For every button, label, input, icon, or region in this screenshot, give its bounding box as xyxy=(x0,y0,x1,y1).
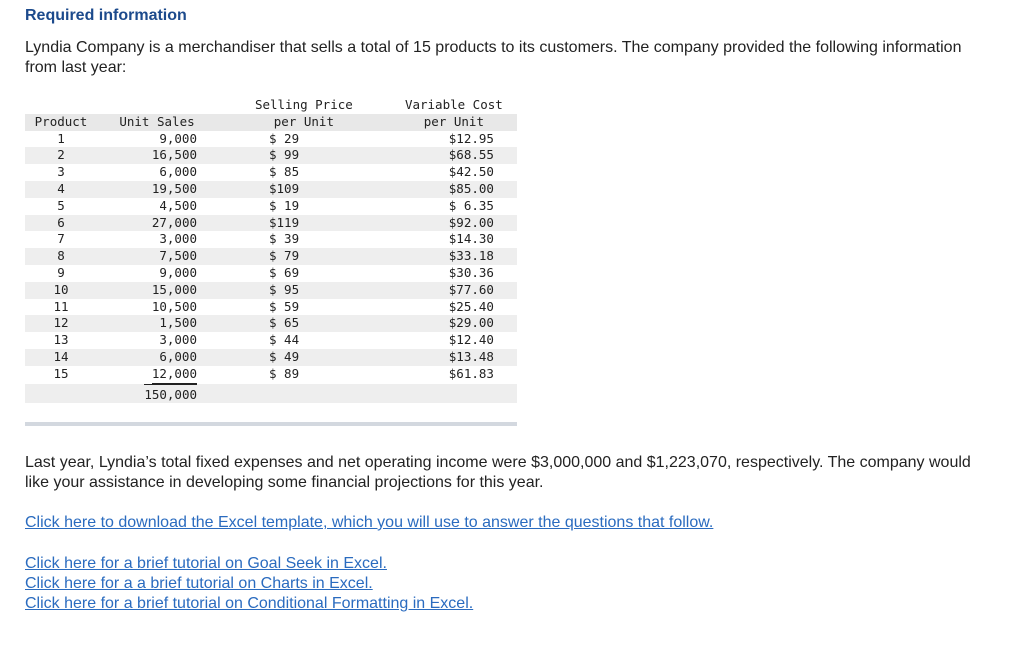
cell-product: 1 xyxy=(25,130,97,148)
cell-selling-price: $ 29 xyxy=(269,130,300,146)
table-row: 3 6,000 $ 85 $42.50 xyxy=(25,164,517,181)
cell-unit-sales: 27,000 xyxy=(151,214,197,230)
table-row: 8 7,500 $ 79 $33.18 xyxy=(25,248,517,265)
header-selling-price-line1: Selling Price xyxy=(217,97,391,114)
cell-product: 3 xyxy=(25,164,97,181)
table-row: 15 12,000 $ 89 $61.83 xyxy=(25,365,517,384)
header-variable-cost-line2: per Unit xyxy=(390,113,517,131)
cell-variable-cost: $13.48 xyxy=(448,348,494,364)
conditional-formatting-tutorial-link[interactable]: Click here for a brief tutorial on Condi… xyxy=(25,595,474,612)
table-body: 1 9,000 $ 29 $12.95 2 16,500 $ 99 $68.55 3 6,000 $… xyxy=(25,130,517,404)
cell-selling-price: $ 99 xyxy=(269,147,300,163)
cell-unit-sales: 7,500 xyxy=(159,248,197,264)
cell-selling-price: $ 85 xyxy=(269,164,300,180)
cell-product: 14 xyxy=(25,348,97,366)
cell-variable-cost: $61.83 xyxy=(448,366,494,382)
total-unit-sales: 150,000 xyxy=(144,383,197,404)
excel-template-link[interactable]: Click here to download the Excel templat… xyxy=(25,514,714,531)
cell-product: 5 xyxy=(25,197,97,215)
cell-product: 4 xyxy=(25,180,97,198)
table-row: 4 19,500 $109 $85.00 xyxy=(25,180,517,198)
table-row: 5 4,500 $ 19 $ 6.35 xyxy=(25,197,517,215)
cell-product: 9 xyxy=(25,264,97,282)
cell-selling-price: $ 39 xyxy=(269,231,300,247)
cell-unit-sales: 12,000 xyxy=(151,366,197,384)
cell-product: 7 xyxy=(25,231,97,249)
table-row: 9 9,000 $ 69 $30.36 xyxy=(25,264,517,282)
cell-unit-sales: 1,500 xyxy=(159,315,197,331)
fixed-expenses-paragraph: Last year, Lyndia’s total fixed expenses… xyxy=(25,454,971,491)
cell-product: 6 xyxy=(25,214,97,232)
cell-selling-price: $ 19 xyxy=(269,197,300,213)
table-row: 13 3,000 $ 44 $12.40 xyxy=(25,332,517,349)
product-table-container: Selling Price Variable Cost Product Unit… xyxy=(25,97,517,404)
cell-unit-sales: 6,000 xyxy=(159,164,197,180)
cell-product: 11 xyxy=(25,298,97,316)
header-variable-cost-line1: Variable Cost xyxy=(390,97,517,114)
intro-text: Lyndia Company is a merchandiser that se… xyxy=(25,39,962,76)
cell-variable-cost: $ 6.35 xyxy=(448,197,494,213)
cell-product: 8 xyxy=(25,248,97,265)
cell-product: 13 xyxy=(25,332,97,349)
section-heading: Required information xyxy=(25,7,187,24)
cell-selling-price: $ 69 xyxy=(269,264,300,280)
goal-seek-tutorial-link[interactable]: Click here for a brief tutorial on Goal … xyxy=(25,555,387,572)
cell-variable-cost: $33.18 xyxy=(448,248,494,264)
table-header-row-2: Product Unit Sales per Unit per Unit xyxy=(25,113,517,131)
cell-variable-cost: $12.40 xyxy=(448,332,494,348)
table-row: 2 16,500 $ 99 $68.55 xyxy=(25,147,517,165)
header-product: Product xyxy=(25,113,97,131)
charts-tutorial-link[interactable]: Click here for a a brief tutorial on Cha… xyxy=(25,575,373,592)
cell-unit-sales: 9,000 xyxy=(159,264,197,280)
cell-unit-sales: 15,000 xyxy=(151,281,197,297)
table-row: 6 27,000 $119 $92.00 xyxy=(25,214,517,232)
cell-variable-cost: $77.60 xyxy=(448,281,494,297)
table-header-row-1: Selling Price Variable Cost xyxy=(25,97,517,114)
table-bottom-divider xyxy=(25,422,517,426)
table-row: 14 6,000 $ 49 $13.48 xyxy=(25,348,517,366)
cell-selling-price: $ 49 xyxy=(269,348,300,364)
cell-unit-sales: 19,500 xyxy=(151,180,197,196)
table-row: 12 1,500 $ 65 $29.00 xyxy=(25,315,517,333)
cell-selling-price: $ 65 xyxy=(269,315,300,331)
table-row: 10 15,000 $ 95 $77.60 xyxy=(25,281,517,299)
cell-unit-sales: 9,000 xyxy=(159,130,197,146)
cell-selling-price: $ 95 xyxy=(269,281,300,297)
cell-product: 15 xyxy=(25,365,97,384)
product-table: Selling Price Variable Cost Product Unit… xyxy=(25,97,517,404)
header-selling-price-line2: per Unit xyxy=(217,113,391,131)
cell-unit-sales: 3,000 xyxy=(159,231,197,247)
table-row: 1 9,000 $ 29 $12.95 xyxy=(25,130,517,148)
cell-variable-cost: $42.50 xyxy=(448,164,494,180)
cell-selling-price: $ 59 xyxy=(269,298,300,314)
table-total-row: 150,000 xyxy=(25,383,517,404)
cell-variable-cost: $14.30 xyxy=(448,231,494,247)
cell-product: 12 xyxy=(25,315,97,333)
header-unit-sales: Unit Sales xyxy=(97,113,217,131)
cell-selling-price: $119 xyxy=(269,214,300,230)
cell-variable-cost: $85.00 xyxy=(448,180,494,196)
cell-selling-price: $109 xyxy=(269,180,300,196)
cell-product: 10 xyxy=(25,281,97,299)
table-row: 11 10,500 $ 59 $25.40 xyxy=(25,298,517,316)
cell-variable-cost: $12.95 xyxy=(448,130,494,146)
cell-variable-cost: $68.55 xyxy=(448,147,494,163)
cell-selling-price: $ 89 xyxy=(269,366,300,382)
cell-unit-sales: 4,500 xyxy=(159,197,197,213)
cell-variable-cost: $29.00 xyxy=(448,315,494,331)
cell-variable-cost: $30.36 xyxy=(448,264,494,280)
cell-variable-cost: $25.40 xyxy=(448,298,494,314)
cell-unit-sales: 10,500 xyxy=(151,298,197,314)
cell-selling-price: $ 44 xyxy=(269,332,300,348)
cell-selling-price: $ 79 xyxy=(269,248,300,264)
cell-unit-sales: 3,000 xyxy=(159,332,197,348)
cell-variable-cost: $92.00 xyxy=(448,214,494,230)
cell-unit-sales: 16,500 xyxy=(151,147,197,163)
cell-unit-sales: 6,000 xyxy=(159,348,197,364)
cell-product: 2 xyxy=(25,147,97,165)
table-row: 7 3,000 $ 39 $14.30 xyxy=(25,231,517,249)
